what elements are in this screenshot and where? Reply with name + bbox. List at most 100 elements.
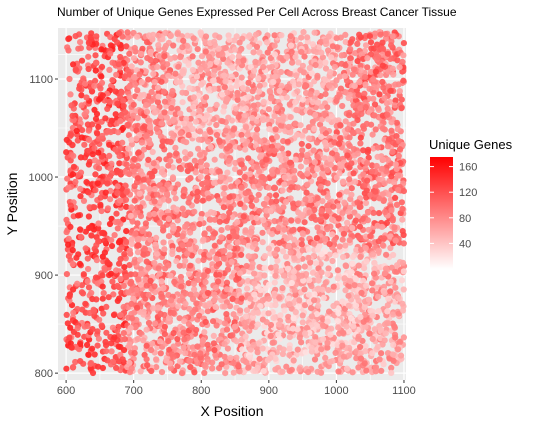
data-point — [107, 165, 114, 172]
data-point — [145, 264, 152, 271]
data-point — [202, 318, 209, 326]
data-point — [309, 41, 316, 48]
legend-tick-label: 120 — [459, 187, 477, 199]
data-point — [238, 184, 245, 191]
data-point — [151, 79, 158, 86]
data-point — [137, 256, 144, 263]
data-point — [259, 173, 266, 181]
data-point — [355, 333, 362, 340]
data-point — [228, 183, 235, 190]
data-point — [82, 245, 89, 252]
data-point — [357, 140, 364, 147]
data-point — [322, 59, 329, 66]
data-point — [273, 104, 280, 112]
data-point — [392, 268, 399, 275]
data-point — [388, 369, 395, 376]
data-point — [69, 260, 76, 268]
data-point — [285, 123, 292, 131]
data-point — [318, 207, 325, 215]
data-point — [242, 141, 249, 148]
data-point — [250, 309, 257, 316]
data-point — [374, 222, 381, 229]
data-point — [222, 370, 229, 377]
data-point — [75, 45, 82, 52]
data-point — [177, 166, 185, 173]
data-point — [359, 215, 366, 222]
data-point — [298, 140, 305, 147]
data-point — [302, 196, 309, 203]
data-point — [133, 135, 140, 142]
data-point — [266, 87, 273, 95]
data-point — [92, 274, 100, 281]
data-point — [376, 181, 383, 188]
data-point — [267, 332, 274, 340]
data-point — [346, 112, 353, 119]
data-point — [315, 302, 322, 309]
data-point — [269, 170, 276, 177]
data-point — [271, 42, 278, 49]
data-point — [352, 97, 360, 104]
data-point — [132, 230, 139, 237]
y-tick-label: 900 — [35, 270, 53, 282]
data-point — [337, 122, 344, 129]
data-point — [382, 330, 389, 337]
data-point — [224, 59, 231, 66]
data-point — [160, 284, 167, 292]
data-point — [335, 215, 342, 222]
data-point — [282, 253, 290, 260]
data-point — [173, 258, 180, 265]
data-point — [112, 111, 119, 118]
data-point — [145, 291, 152, 298]
data-point — [128, 236, 135, 243]
data-point — [351, 282, 358, 289]
data-point — [85, 65, 92, 73]
data-point — [167, 33, 174, 40]
data-point — [335, 324, 342, 331]
data-point — [323, 142, 330, 149]
data-point — [221, 340, 228, 348]
data-point — [247, 295, 254, 302]
data-point — [281, 174, 288, 181]
data-point — [379, 78, 386, 86]
data-point — [191, 286, 198, 293]
data-point — [125, 132, 132, 139]
data-point — [215, 85, 222, 92]
data-point — [207, 128, 214, 135]
data-point — [103, 329, 110, 336]
data-point — [319, 170, 326, 177]
data-point — [212, 284, 219, 291]
data-point — [156, 219, 163, 226]
data-point — [242, 190, 249, 197]
data-point — [311, 356, 319, 363]
data-point — [320, 189, 327, 196]
data-point — [248, 202, 255, 209]
data-point — [120, 282, 127, 289]
data-point — [130, 295, 137, 302]
data-point — [87, 224, 94, 231]
data-point — [243, 196, 250, 203]
data-point — [213, 121, 220, 129]
data-point — [145, 231, 153, 238]
data-point — [123, 161, 130, 168]
data-point — [224, 266, 231, 273]
data-point — [248, 229, 255, 236]
data-point — [257, 138, 264, 145]
data-point — [314, 166, 321, 173]
data-point — [268, 95, 275, 102]
data-point — [114, 225, 121, 232]
data-point — [190, 104, 197, 111]
data-point — [252, 58, 259, 65]
data-point — [358, 289, 365, 296]
data-point — [211, 85, 218, 92]
data-point — [101, 265, 108, 272]
data-point — [263, 319, 270, 326]
data-point — [320, 110, 328, 117]
data-point — [194, 188, 201, 195]
data-point — [141, 123, 148, 130]
data-point — [272, 355, 279, 362]
data-point — [175, 246, 183, 253]
data-point — [304, 170, 311, 177]
data-point — [202, 279, 209, 286]
data-point — [319, 198, 326, 205]
data-point — [254, 321, 261, 328]
